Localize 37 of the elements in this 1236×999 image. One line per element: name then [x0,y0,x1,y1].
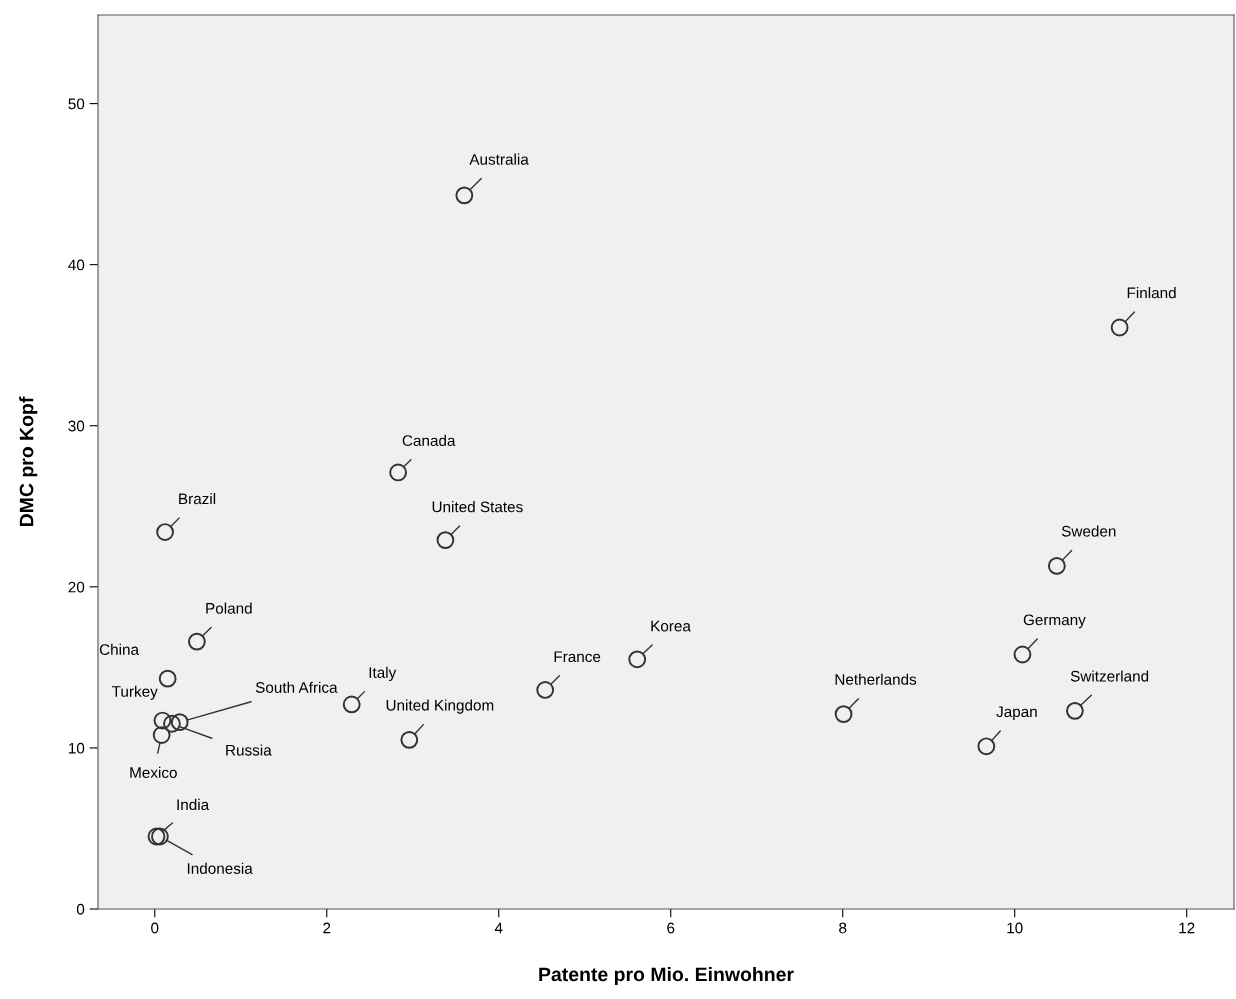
y-tick-label: 0 [76,903,85,915]
annotation: Canada [402,434,456,447]
y-tick-label: 10 [68,742,85,754]
annotation: India [177,798,210,811]
annotation: Switzerland [1070,670,1149,682]
annotation: United Kingdom [386,699,494,714]
annotation: Turkey [112,685,158,700]
annotation: Mexico [130,766,177,779]
y-tick-label: 40 [68,259,85,271]
annotation: Germany [1023,614,1086,629]
y-tick-label: 30 [68,420,85,432]
x-tick-label: 4 [494,922,503,934]
annotation: Indonesia [187,862,253,874]
y-tick-label: 50 [68,98,85,110]
annotation: France [554,651,601,663]
annotation: Italy [369,666,397,681]
y-tick-label: 20 [68,581,85,593]
x-axis-title: Patente pro Mio. Einwohner [539,966,794,986]
annotation: Japan [996,706,1037,721]
x-tick-label: 6 [667,922,675,934]
annotation: Korea [651,620,691,632]
annotation: Sweden [1061,525,1116,537]
annotation: Netherlands [835,673,917,685]
annotation: United States [432,501,523,513]
annotation: Poland [206,602,252,614]
annotation: South Africa [255,681,338,693]
annotation: Russia [226,744,272,756]
x-tick-label: 10 [1007,922,1023,934]
annotation: Finland [1127,287,1176,299]
x-tick-label: 0 [151,922,159,934]
x-tick-label: 8 [839,922,847,934]
x-tick-label: 2 [323,922,331,934]
x-tick-label: 12 [1179,922,1195,934]
y-axis-title: DMC pro Kopf [19,396,38,527]
annotation: China [99,643,139,655]
annotation: Brazil [179,493,216,505]
annotation: Australia [469,153,529,165]
